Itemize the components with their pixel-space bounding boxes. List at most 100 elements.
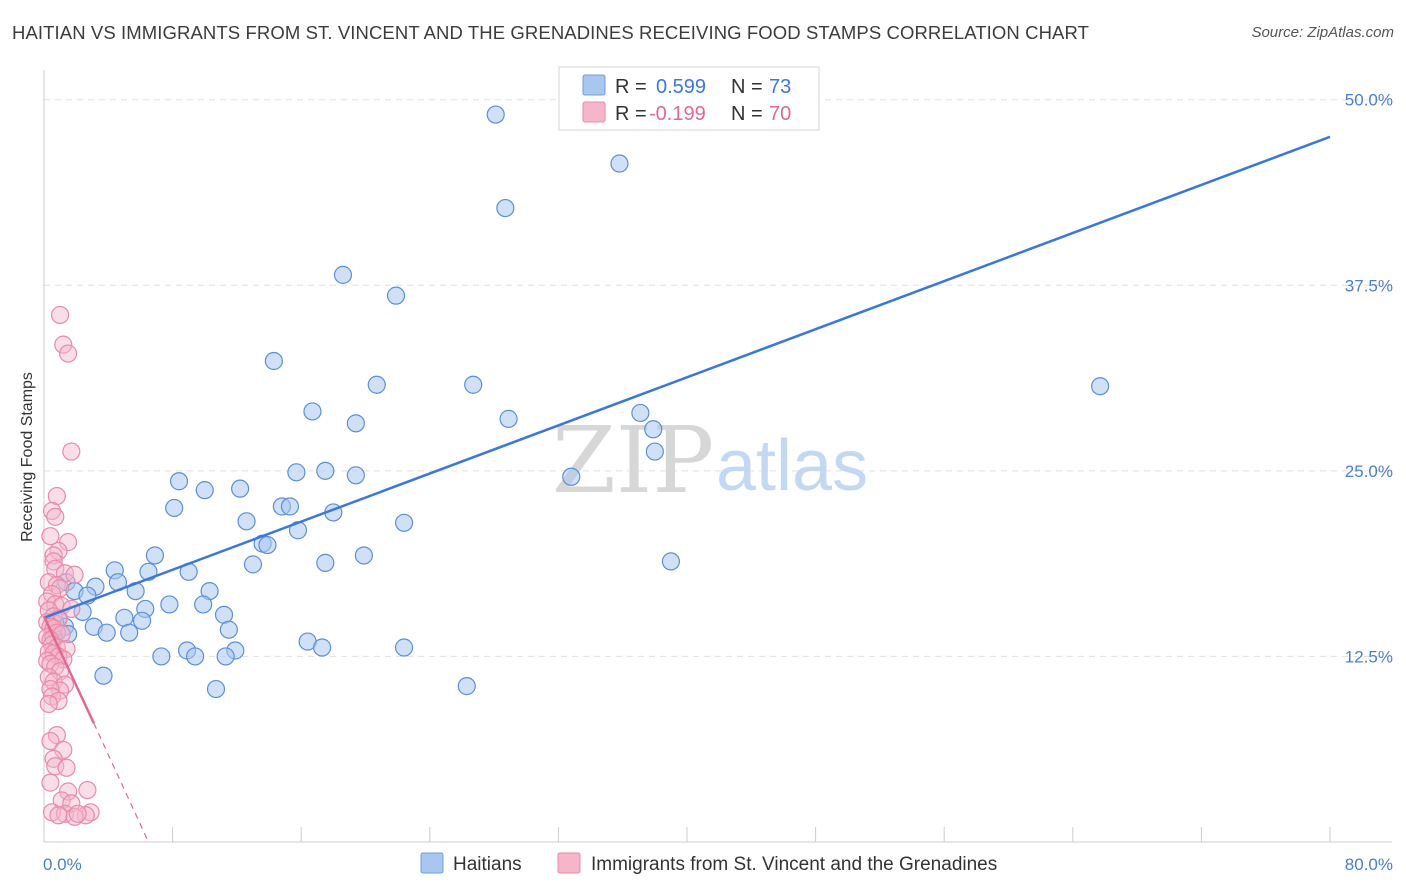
point-st-vincent	[44, 546, 63, 565]
point-haitians	[280, 497, 300, 516]
legend-n-value-1: 73	[769, 76, 791, 98]
point-st-vincent	[57, 758, 76, 777]
point-st-vincent	[78, 780, 97, 800]
source-label: Source: ZipAtlas.com	[1251, 24, 1394, 41]
point-haitians	[645, 442, 664, 461]
point-haitians	[316, 461, 335, 480]
point-haitians	[216, 647, 235, 666]
point-haitians	[346, 414, 365, 433]
point-haitians	[354, 546, 373, 565]
point-st-vincent	[44, 749, 63, 768]
trend-line-haitians	[43, 135, 1331, 619]
point-haitians	[631, 403, 650, 423]
stats-legend: R = 0.599 N = 73 R = -0.199 N = 70	[558, 66, 820, 131]
point-st-vincent	[39, 694, 58, 714]
point-st-vincent	[62, 794, 81, 813]
point-haitians	[258, 535, 277, 555]
point-haitians	[367, 375, 386, 394]
legend-r-value-1: 0.599	[656, 76, 706, 98]
series-st-vincent-points	[38, 305, 100, 826]
y-tick-labels: 12.5% 25.0% 37.5% 50.0%	[1345, 91, 1393, 667]
bottom-legend-swatch-haitians	[420, 852, 444, 874]
point-st-vincent	[41, 773, 60, 792]
point-haitians	[132, 611, 152, 630]
point-haitians	[145, 546, 165, 565]
point-haitians	[312, 638, 332, 657]
trend-lines	[42, 135, 1331, 843]
point-st-vincent	[49, 806, 68, 825]
point-haitians	[94, 666, 113, 685]
y-tick-label-2: 37.5%	[1345, 276, 1393, 295]
trend-line-st-vincent	[42, 615, 95, 724]
point-st-vincent	[65, 565, 84, 584]
x-tick-label-min: 0.0%	[43, 855, 82, 874]
series-haitians-points	[44, 105, 1110, 699]
legend-n-label-1: N =	[731, 76, 763, 98]
point-st-vincent	[41, 527, 60, 546]
point-haitians	[303, 402, 322, 421]
point-haitians	[194, 595, 213, 614]
legend-n-value-2: 70	[769, 103, 791, 125]
y-tick-label-0: 12.5%	[1345, 647, 1393, 666]
point-haitians	[169, 472, 189, 491]
point-haitians	[457, 677, 476, 696]
point-haitians	[120, 623, 139, 642]
point-haitians	[386, 286, 406, 305]
legend-n-label-2: N =	[731, 103, 763, 125]
legend-r-value-2: -0.199	[649, 103, 706, 125]
point-haitians	[644, 420, 663, 439]
y-axis-label: Receiving Food Stamps	[19, 372, 36, 542]
watermark-zip: ZIP	[552, 407, 714, 514]
point-haitians	[394, 513, 414, 532]
legend-swatch-blue	[582, 74, 606, 96]
point-haitians	[1091, 377, 1110, 396]
point-haitians	[316, 553, 335, 572]
y-tick-label-3: 50.0%	[1345, 91, 1393, 110]
point-haitians	[243, 555, 263, 574]
point-st-vincent	[41, 731, 60, 751]
y-tick-label-1: 25.0%	[1345, 462, 1393, 481]
point-haitians	[333, 265, 353, 284]
trend-line-st-vincent-extension	[93, 722, 150, 843]
point-haitians	[160, 595, 179, 614]
point-st-vincent	[65, 807, 84, 826]
point-st-vincent	[62, 442, 81, 461]
point-st-vincent	[59, 344, 78, 363]
x-tick-label-max: 80.0%	[1345, 855, 1393, 874]
point-haitians	[562, 467, 581, 486]
point-haitians	[186, 647, 205, 666]
watermark-atlas: atlas	[716, 426, 868, 506]
point-st-vincent	[46, 507, 65, 526]
point-st-vincent	[47, 576, 66, 595]
point-haitians	[264, 351, 283, 371]
point-haitians	[287, 463, 306, 482]
legend-swatch-pink	[582, 101, 606, 123]
point-haitians	[219, 620, 238, 639]
legend-r-label-1: R =	[615, 76, 647, 98]
point-haitians	[165, 498, 184, 518]
legend-r-label-2: R =	[615, 103, 647, 125]
point-haitians	[97, 623, 116, 642]
point-haitians	[496, 198, 515, 218]
series-legend: Haitians Immigrants from St. Vincent and…	[420, 852, 997, 875]
point-haitians	[661, 552, 681, 571]
point-st-vincent	[55, 675, 74, 694]
x-tick-labels: 0.0% 80.0%	[43, 855, 1393, 874]
point-st-vincent	[50, 305, 70, 325]
point-haitians	[237, 512, 256, 531]
point-st-vincent	[68, 804, 87, 823]
point-haitians	[610, 154, 629, 173]
bottom-legend-st-vincent: Immigrants from St. Vincent and the Gren…	[591, 854, 997, 875]
point-st-vincent	[59, 782, 78, 801]
point-st-vincent	[54, 335, 73, 354]
point-st-vincent	[41, 654, 60, 673]
point-haitians	[464, 375, 483, 394]
watermark: ZIP atlas	[552, 407, 868, 514]
point-haitians	[152, 647, 171, 666]
bottom-legend-haitians: Haitians	[453, 854, 522, 875]
point-st-vincent	[44, 552, 63, 571]
point-haitians	[206, 679, 226, 699]
axes	[43, 70, 1392, 843]
point-haitians	[394, 638, 414, 657]
